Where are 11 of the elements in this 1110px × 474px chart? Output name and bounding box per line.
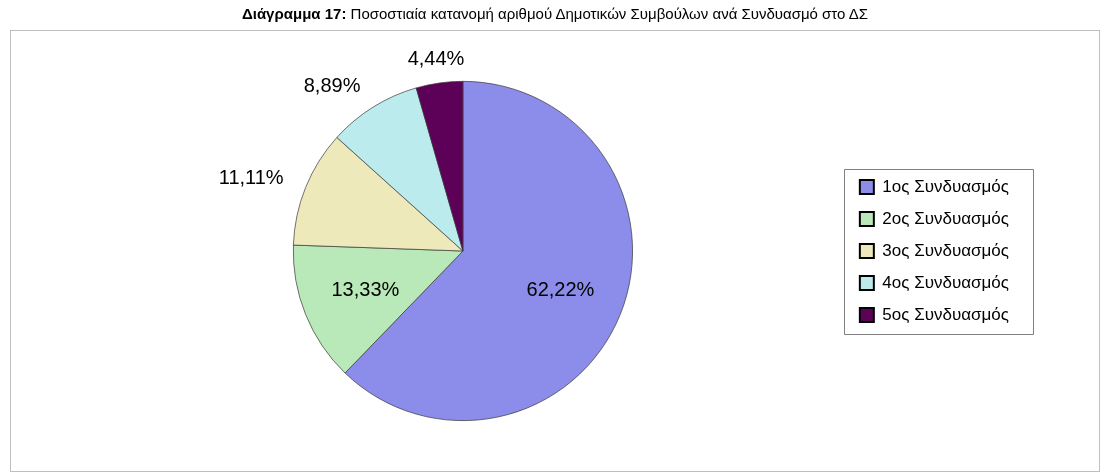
- legend-label: 5ος Συνδυασμός: [882, 304, 1009, 324]
- legend-label: 4ος Συνδυασμός: [882, 272, 1009, 292]
- chart-title: Διάγραμμα 17: Ποσοστιαία κατανομή αριθμού Δημοτικών Συμβούλων ανά Συνδυασμό στο ΔΣ: [240, 5, 870, 22]
- legend-label: 2ος Συνδυασμός: [882, 208, 1009, 228]
- data-label: 4,44%: [407, 46, 465, 69]
- data-label: 13,33%: [331, 277, 400, 300]
- data-label: 11,11%: [218, 166, 284, 189]
- data-label: 8,89%: [303, 74, 361, 97]
- data-label: 62,22%: [526, 277, 595, 300]
- legend-label: 3ος Συνδυασμός: [882, 240, 1009, 260]
- legend-label: 1ος Συνδυασμός: [882, 176, 1009, 196]
